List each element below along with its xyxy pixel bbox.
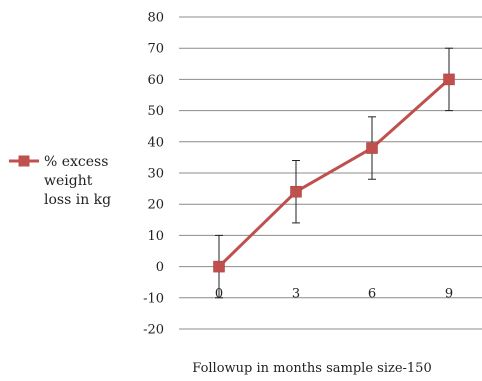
legend-marker-swatch bbox=[18, 155, 30, 167]
y-tick-label: -10 bbox=[143, 291, 164, 306]
y-tick-label: 10 bbox=[147, 229, 164, 244]
legend-label: % excess bbox=[44, 154, 108, 170]
y-tick-label: 40 bbox=[147, 135, 164, 150]
x-tick-label: 3 bbox=[292, 287, 300, 302]
data-point-marker bbox=[443, 73, 455, 86]
series-line-path bbox=[217, 78, 450, 268]
y-tick-label: 50 bbox=[147, 104, 164, 119]
legend-label: weight bbox=[44, 173, 93, 189]
y-tick-label: 30 bbox=[147, 167, 164, 182]
x-tick-label: 9 bbox=[445, 287, 453, 302]
y-tick-label: 0 bbox=[156, 260, 164, 275]
y-tick-label: 20 bbox=[147, 198, 164, 213]
x-axis-title: Followup in months sample size-150 bbox=[192, 361, 431, 376]
series-line bbox=[217, 78, 450, 268]
data-point-marker bbox=[213, 260, 225, 273]
y-tick-label: 80 bbox=[147, 11, 164, 26]
y-axis-tick-labels: 80 70 60 50 40 30 20 10 0 -10 -20 bbox=[143, 11, 164, 338]
x-tick-label: 6 bbox=[368, 287, 376, 302]
data-point-marker bbox=[290, 185, 302, 198]
y-tick-label: 70 bbox=[147, 42, 164, 57]
series-markers bbox=[213, 73, 455, 273]
y-tick-label: 60 bbox=[147, 73, 164, 88]
legend: % excess weight loss in kg bbox=[9, 154, 111, 208]
legend-label: loss in kg bbox=[44, 192, 111, 208]
y-tick-label: -20 bbox=[143, 323, 164, 338]
data-point-marker bbox=[366, 142, 378, 154]
